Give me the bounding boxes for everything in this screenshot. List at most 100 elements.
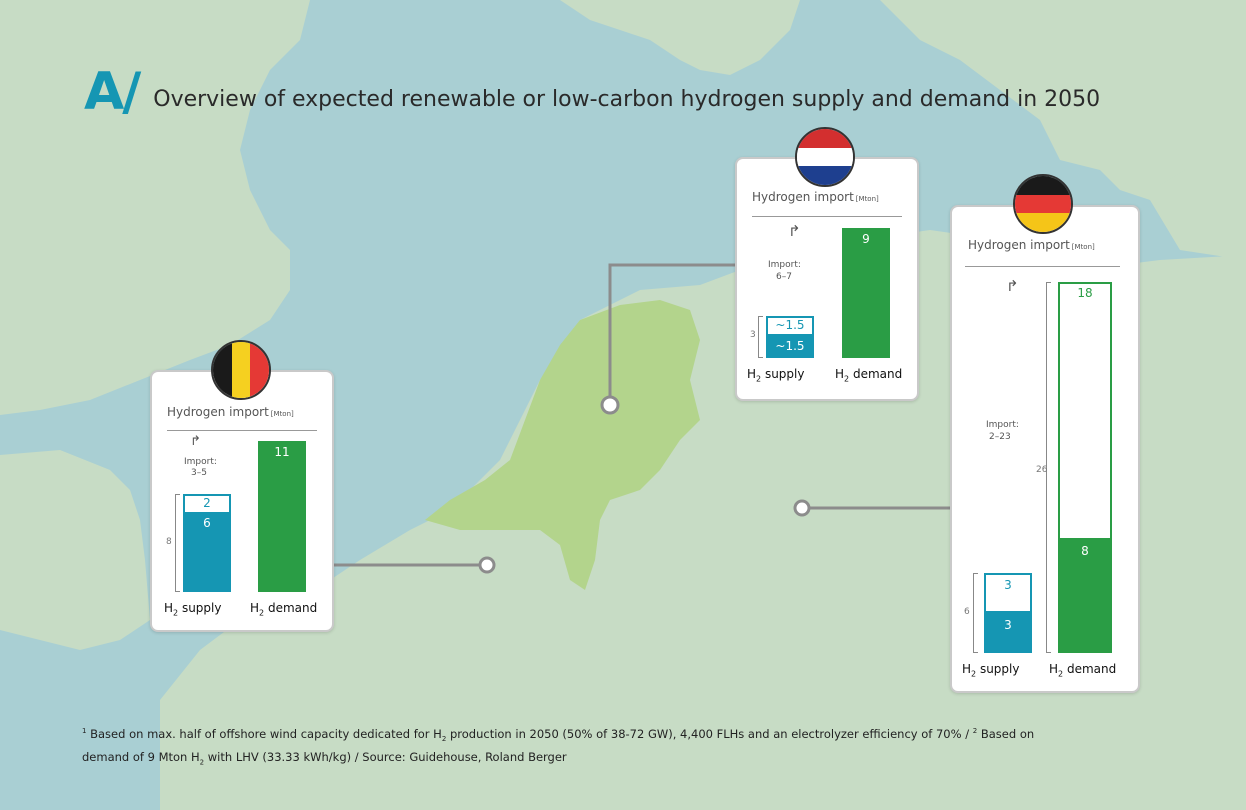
netherlands-flag-stripe-3	[797, 166, 853, 185]
footnote-sub-1: 2	[441, 735, 447, 744]
germany-supply-value-1: 3	[1004, 578, 1012, 592]
belgium-supply-word: supply	[181, 601, 222, 615]
germany-flag-stripe-3	[1015, 213, 1071, 232]
belgium-import-label: Import:	[184, 457, 217, 467]
footnote-text-2a: demand of 9 Mton H	[82, 750, 200, 765]
germany-demand-total: 26	[1036, 465, 1048, 475]
germany-flag-stripe-1	[1015, 176, 1071, 195]
footnote-sup-2: 2	[972, 727, 978, 735]
belgium-import-range: 3–5	[191, 468, 207, 478]
belgium-supply-sub: 2	[173, 608, 179, 618]
footnote-line-1: 1 Based on max. half of offshore wind ca…	[82, 722, 1182, 748]
great-britain-land	[0, 0, 310, 415]
germany-supply-domestic-bar	[984, 613, 1032, 653]
netherlands-supply-import-bar	[766, 316, 814, 336]
germany-title-text: Hydrogen import	[968, 238, 1070, 252]
belgium-flag-stripe-3	[250, 342, 269, 398]
belgium-supply-label: H2 supply	[164, 601, 221, 617]
germany-demand-h: H	[1049, 662, 1059, 676]
netherlands-title-unit: [Mton]	[855, 195, 879, 203]
netherlands-divider	[752, 216, 902, 217]
germany-supply-word: supply	[979, 662, 1020, 676]
belgium-demand-h: H	[250, 601, 260, 615]
belgium-flag-stripe-1	[213, 342, 232, 398]
belgium-demand-sub: 2	[259, 608, 265, 618]
netherlands-demand-sub: 2	[844, 374, 850, 384]
footnote-text-1a: Based on max. half of offshore wind capa…	[90, 726, 442, 741]
germany-demand-bracket	[1046, 282, 1051, 653]
germany-supply-sub: 2	[971, 669, 977, 679]
germany-card-title: Hydrogen import [Mton]	[968, 238, 1095, 252]
netherlands-flag-stripe-1	[797, 129, 853, 148]
netherlands-flag-icon	[795, 127, 855, 187]
germany-supply-bracket	[973, 573, 978, 653]
scandinavia-land	[880, 0, 1246, 260]
germany-pin	[793, 499, 811, 517]
netherlands-demand-label: H2 demand	[835, 367, 902, 383]
great-britain-south	[0, 450, 150, 650]
belgium-import-arrow-icon: ↱	[190, 434, 201, 449]
belgium-title-text: Hydrogen import	[167, 405, 269, 419]
belgium-demand-bar	[258, 441, 306, 592]
germany-supply-import-bar	[984, 573, 1032, 613]
germany-demand-word: demand	[1066, 662, 1117, 676]
netherlands-demand-value: 9	[862, 232, 870, 246]
belgium-demand-word: demand	[267, 601, 318, 615]
netherlands-land	[425, 300, 700, 590]
netherlands-supply-word: supply	[764, 367, 805, 381]
germany-divider	[965, 266, 1120, 267]
germany-demand-sub: 2	[1058, 669, 1064, 679]
netherlands-import-range: 6–7	[776, 272, 792, 282]
belgium-flag-stripe-2	[231, 342, 251, 398]
norway-land	[560, 0, 800, 75]
footnote: 1 Based on max. half of offshore wind ca…	[82, 722, 1182, 771]
header: A/ Overview of expected renewable or low…	[84, 66, 1100, 118]
netherlands-demand-word: demand	[852, 367, 903, 381]
belgium-supply-import-bar	[183, 494, 231, 514]
germany-flag-icon	[1013, 174, 1073, 234]
netherlands-demand-bar	[842, 228, 890, 358]
netherlands-supply-value-1: ~1.5	[775, 318, 805, 332]
germany-demand-value-1: 18	[1077, 286, 1093, 300]
netherlands-card-title: Hydrogen import [Mton]	[752, 190, 879, 204]
netherlands-supply-label: H2 supply	[747, 367, 804, 383]
belgium-flag-icon	[211, 340, 271, 400]
belgium-supply-value-1: 2	[203, 496, 211, 510]
netherlands-title-text: Hydrogen import	[752, 190, 854, 204]
netherlands-supply-h: H	[747, 367, 757, 381]
netherlands-import-arrow-icon: ↱	[788, 222, 801, 240]
belgium-demand-label: H2 demand	[250, 601, 317, 617]
belgium-title-unit: [Mton]	[270, 410, 294, 418]
germany-import-range: 2–23	[989, 432, 1011, 442]
netherlands-import-label: Import:	[768, 260, 801, 270]
germany-supply-total: 6	[964, 607, 970, 617]
germany-demand-label: H2 demand	[1049, 662, 1116, 678]
germany-supply-value-2: 3	[1004, 618, 1012, 632]
germany-flag-stripe-2	[1015, 194, 1071, 214]
netherlands-demand-h: H	[835, 367, 845, 381]
netherlands-supply-total: 3	[750, 330, 756, 340]
footnote-text-1c: Based on	[977, 726, 1035, 741]
belgium-pin	[478, 556, 496, 574]
footnote-text-2b: with LHV (33.33 kWh/kg) / Source: Guideh…	[204, 750, 567, 765]
denmark-island	[1140, 145, 1185, 185]
footnote-text-1b: production in 2050 (50% of 38-72 GW), 4,…	[446, 726, 973, 741]
footnote-sub-2: 2	[199, 758, 205, 767]
germany-demand-import-bar	[1058, 282, 1112, 540]
germany-demand-domestic-bar	[1058, 540, 1112, 653]
belgium-supply-bracket	[175, 494, 180, 592]
belgium-divider	[167, 430, 317, 431]
netherlands-supply-bracket	[758, 316, 763, 358]
section-logo: A/	[84, 62, 141, 122]
germany-import-arrow-icon: ↱	[1006, 277, 1019, 295]
page-title: Overview of expected renewable or low-ca…	[153, 87, 1101, 112]
germany-supply-label: H2 supply	[962, 662, 1019, 678]
belgium-supply-total: 8	[166, 537, 172, 547]
footnote-sup-1: 1	[82, 727, 87, 735]
belgium-supply-h: H	[164, 601, 174, 615]
germany-demand-value-2: 8	[1081, 544, 1089, 558]
belgium-supply-domestic-bar	[183, 514, 231, 592]
germany-title-unit: [Mton]	[1071, 243, 1095, 251]
netherlands-pin	[600, 395, 620, 415]
netherlands-supply-domestic-bar	[766, 336, 814, 358]
